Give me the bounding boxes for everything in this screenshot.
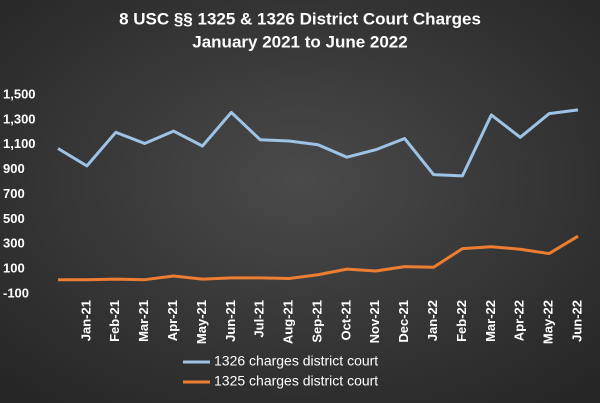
x-tick-label: Feb-22 xyxy=(454,300,469,342)
x-tick-label: Jul-21 xyxy=(252,300,267,338)
chart-subtitle: January 2021 to June 2022 xyxy=(192,32,407,51)
x-tick-label: Apr-22 xyxy=(512,300,527,341)
y-tick-label: 300 xyxy=(3,236,25,251)
y-tick-label: 900 xyxy=(3,161,25,176)
x-tick-label: Mar-22 xyxy=(483,300,498,342)
y-tick-label: 100 xyxy=(3,261,25,276)
data-line xyxy=(57,108,579,178)
y-tick-label: -100 xyxy=(3,285,29,300)
y-tick-label: 700 xyxy=(3,186,25,201)
y-tick-label: 1,100 xyxy=(3,136,36,151)
x-tick-label: Aug-21 xyxy=(281,300,296,344)
x-tick-label: Jun-22 xyxy=(569,300,584,342)
x-tick-label: Feb-21 xyxy=(107,300,122,342)
x-tick-label: Jun-21 xyxy=(223,300,238,342)
x-tick-label: Jan-21 xyxy=(78,300,93,341)
y-tick-label: 1,500 xyxy=(3,86,36,101)
y-tick-label: 1,300 xyxy=(3,111,36,126)
x-tick-label: Jan-22 xyxy=(425,300,440,341)
x-tick-label: Sep-21 xyxy=(309,300,324,343)
y-tick-label: 500 xyxy=(3,211,25,226)
chart-title: 8 USC §§ 1325 & 1326 District Court Char… xyxy=(119,9,481,28)
x-tick-label: May-21 xyxy=(194,300,209,344)
legend-label: 1325 charges district court xyxy=(214,373,378,389)
x-tick-label: Nov-21 xyxy=(367,300,382,343)
x-tick-label: Apr-21 xyxy=(165,300,180,341)
data-line xyxy=(58,234,579,282)
legend-label: 1326 charges district court xyxy=(214,353,378,369)
x-tick-label: May-22 xyxy=(541,300,556,344)
x-tick-label: Mar-21 xyxy=(136,300,151,342)
x-tick-label: Oct-21 xyxy=(338,300,353,340)
x-tick-label: Dec-21 xyxy=(396,300,411,343)
